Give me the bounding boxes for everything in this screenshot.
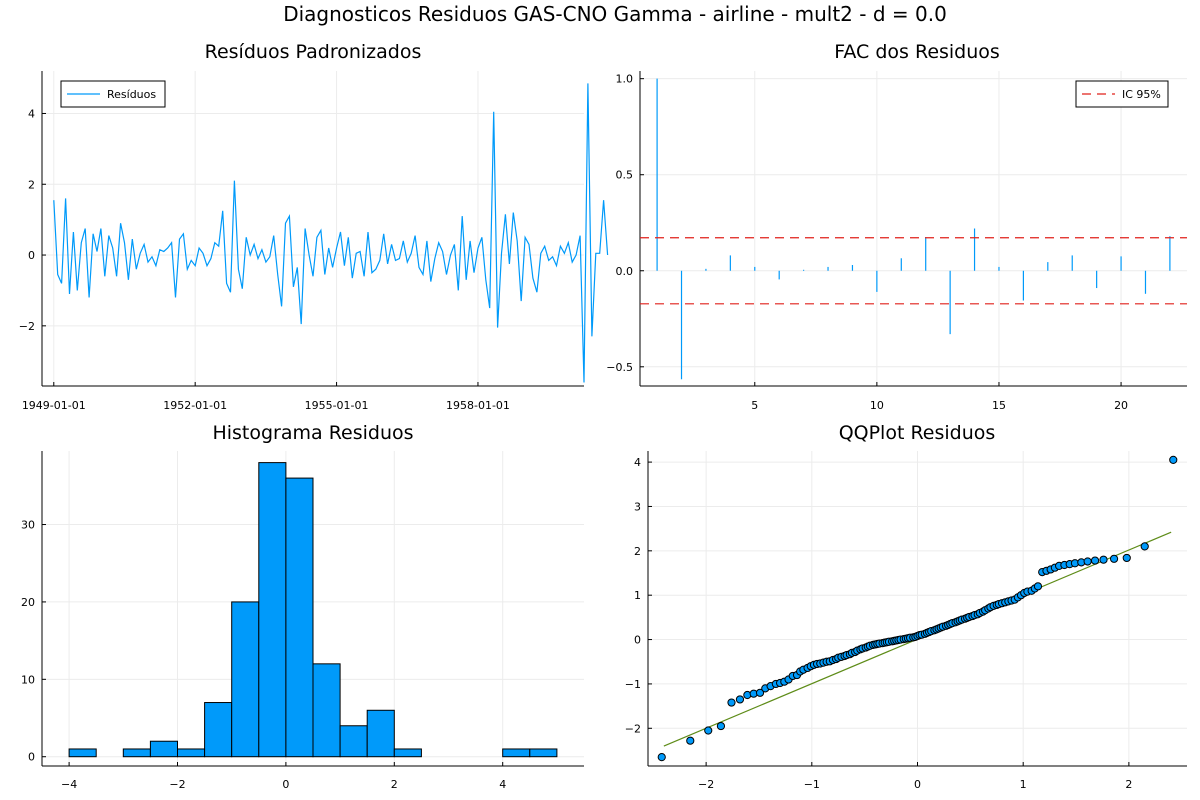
qq-point <box>755 688 765 697</box>
y-tick-label: 0 <box>28 249 35 262</box>
x-tick-label: 15 <box>992 399 1006 412</box>
histogram-bar <box>529 748 558 758</box>
qq-point <box>704 726 713 735</box>
histogram-bar <box>393 748 422 758</box>
figure-title: Diagnosticos Residuos GAS-CNO Gamma - ai… <box>283 2 947 26</box>
chart-title: Resíduos Padronizados <box>205 41 422 63</box>
histogram-bar <box>258 462 287 758</box>
histogram-bar <box>339 725 368 758</box>
chart-title: Histograma Residuos <box>212 422 413 444</box>
x-tick-label: 2 <box>1125 778 1132 791</box>
qq-point <box>1083 557 1092 566</box>
y-tick-label: −1 <box>625 678 641 691</box>
x-tick-label: 1952-01-01 <box>163 399 227 412</box>
histogram-bar <box>285 477 314 758</box>
qq-point <box>1169 455 1178 464</box>
x-tick-label: 5 <box>751 399 758 412</box>
qq-point <box>1099 555 1108 564</box>
residual-series-line <box>53 83 609 383</box>
y-tick-label: 20 <box>21 596 35 609</box>
y-tick-label: 4 <box>634 456 641 469</box>
x-tick-label: 2 <box>391 778 398 791</box>
panel-residuals: Resíduos Padronizados −2 0 2 4 1949-01-01 1952… <box>19 41 609 412</box>
y-tick-label: 3 <box>634 500 641 513</box>
x-tick-label: 1949-01-01 <box>22 399 86 412</box>
legend-label: IC 95% <box>1122 88 1161 101</box>
legend-box <box>60 80 166 108</box>
qq-point <box>1109 554 1119 563</box>
legend-box <box>1075 80 1169 108</box>
legend: IC 95% <box>1075 80 1169 108</box>
qq-point <box>727 698 736 707</box>
qq-point <box>1090 556 1100 565</box>
y-tick-label: 2 <box>634 545 641 558</box>
qq-point <box>735 695 745 704</box>
y-tick-label: 1 <box>634 589 641 602</box>
x-tick-label: 10 <box>870 399 884 412</box>
histogram-bar <box>231 601 260 758</box>
y-tick-label: 0 <box>28 751 35 764</box>
histogram-bar <box>177 748 206 758</box>
qq-point <box>686 736 695 745</box>
histogram-bar <box>502 748 531 758</box>
y-tick-label: −2 <box>19 320 35 333</box>
x-tick-label: −2 <box>698 778 714 791</box>
qq-point <box>716 721 726 731</box>
histogram-bar <box>122 748 151 758</box>
panel-histogram: Histograma Residuos 0 10 20 30 −4 −2 0 2 4 <box>21 422 584 791</box>
x-tick-label: 20 <box>1114 399 1128 412</box>
y-tick-label: −2 <box>625 722 641 735</box>
y-tick-label: 0.0 <box>616 265 634 278</box>
panel-acf: FAC dos Residuos −0.5 0.0 0.5 1.0 5 10 15 20 IC 9… <box>606 41 1187 412</box>
x-tick-label: 1 <box>1020 778 1027 791</box>
x-tick-label: 0 <box>282 778 289 791</box>
x-tick-label: −4 <box>61 778 77 791</box>
histogram-bar <box>366 709 395 758</box>
x-tick-label: 1958-01-01 <box>446 399 510 412</box>
legend: Resíduos <box>60 80 166 108</box>
y-tick-label: 2 <box>28 178 35 191</box>
x-tick-label: 1955-01-01 <box>305 399 369 412</box>
x-tick-label: −2 <box>169 778 185 791</box>
qq-point <box>1033 582 1043 591</box>
x-tick-label: 4 <box>499 778 506 791</box>
histogram-bar <box>68 748 97 758</box>
panel-qqplot: QQPlot Residuos −2 −1 0 1 2 3 4 −2 −1 0 1 2 <box>625 422 1187 791</box>
y-tick-label: 0 <box>634 634 641 647</box>
histogram-bar <box>204 702 233 758</box>
y-tick-label: −0.5 <box>606 361 633 374</box>
chart-title: FAC dos Residuos <box>834 41 1000 63</box>
legend-label: Resíduos <box>107 88 156 101</box>
qq-point <box>657 753 666 762</box>
x-tick-label: 0 <box>914 778 921 791</box>
y-tick-label: 30 <box>21 519 35 532</box>
x-tick-label: −1 <box>804 778 820 791</box>
y-tick-label: 1.0 <box>616 73 634 86</box>
histogram-bar <box>312 663 341 758</box>
y-tick-label: 10 <box>21 673 35 686</box>
y-tick-label: 0.5 <box>616 169 634 182</box>
y-tick-label: 4 <box>28 107 35 120</box>
qq-point <box>1122 553 1131 563</box>
chart-title: QQPlot Residuos <box>839 422 996 444</box>
qq-point <box>1140 542 1149 551</box>
histogram-bar <box>149 740 178 758</box>
